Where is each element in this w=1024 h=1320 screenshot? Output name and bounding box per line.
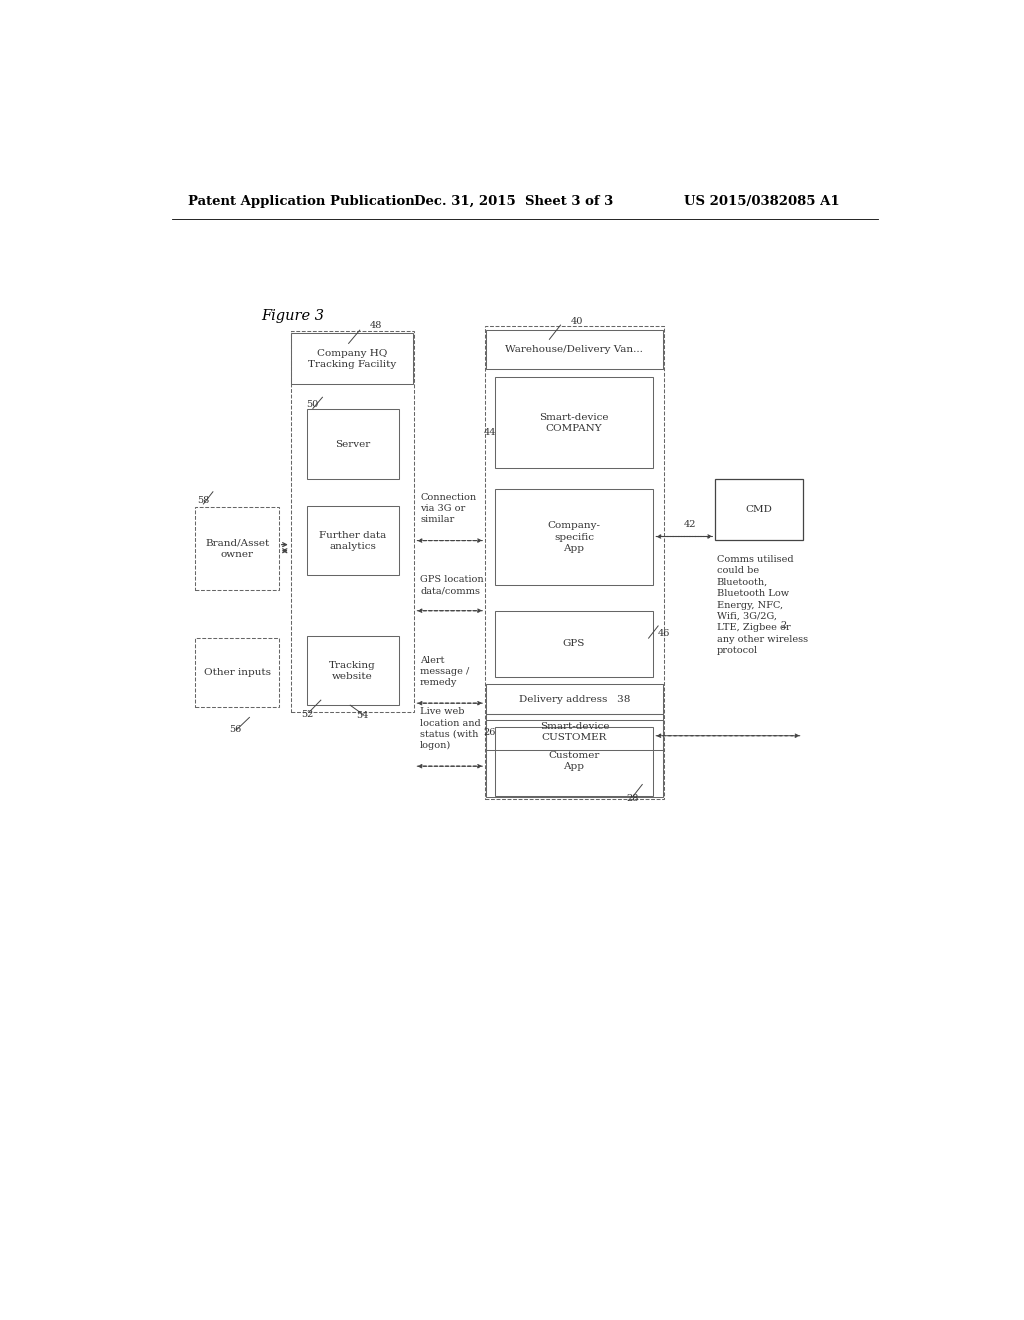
Text: Live web
location and
status (with
logon): Live web location and status (with logon… xyxy=(420,708,481,750)
Text: 52: 52 xyxy=(301,710,313,719)
Bar xyxy=(196,507,279,590)
Bar xyxy=(291,331,414,713)
Text: Company HQ
Tracking Facility: Company HQ Tracking Facility xyxy=(308,348,396,368)
Text: Brand/Asset
owner: Brand/Asset owner xyxy=(205,539,269,558)
Text: 46: 46 xyxy=(658,628,671,638)
Bar xyxy=(486,721,663,797)
Text: GPS: GPS xyxy=(563,639,585,648)
Text: Warehouse/Delivery Van...: Warehouse/Delivery Van... xyxy=(506,345,643,354)
Text: 2: 2 xyxy=(780,622,786,631)
Text: GPS location
data/comms: GPS location data/comms xyxy=(420,576,483,595)
Text: Figure 3: Figure 3 xyxy=(261,309,325,323)
Text: 56: 56 xyxy=(229,725,242,734)
Bar xyxy=(485,326,664,799)
Text: Customer
App: Customer App xyxy=(548,751,600,771)
Text: Smart-device
COMPANY: Smart-device COMPANY xyxy=(540,413,608,433)
Bar xyxy=(486,330,663,368)
Text: Delivery address   38: Delivery address 38 xyxy=(519,694,630,704)
Text: 26: 26 xyxy=(483,729,496,737)
Text: 48: 48 xyxy=(370,321,382,330)
Text: Company-
specific
App: Company- specific App xyxy=(548,521,600,553)
Text: Smart-device
CUSTOMER: Smart-device CUSTOMER xyxy=(540,722,609,742)
Bar xyxy=(292,333,413,384)
Bar xyxy=(486,684,663,714)
Bar xyxy=(306,636,398,705)
Text: 54: 54 xyxy=(356,711,369,719)
Text: Patent Application Publication: Patent Application Publication xyxy=(187,194,415,207)
Text: 44: 44 xyxy=(483,428,496,437)
Text: Tracking
website: Tracking website xyxy=(329,660,376,681)
Text: Other inputs: Other inputs xyxy=(204,668,270,677)
Text: 28: 28 xyxy=(627,795,639,804)
Text: US 2015/0382085 A1: US 2015/0382085 A1 xyxy=(684,194,839,207)
Text: Comms utilised
could be
Bluetooth,
Bluetooth Low
Energy, NFC,
Wifi, 3G/2G,
LTE, : Comms utilised could be Bluetooth, Bluet… xyxy=(717,554,808,656)
Text: Further data
analytics: Further data analytics xyxy=(318,531,386,550)
Text: 58: 58 xyxy=(197,496,209,506)
Text: Server: Server xyxy=(335,440,371,449)
Text: CMD: CMD xyxy=(745,504,772,513)
Bar xyxy=(196,638,279,708)
Text: Connection
via 3G or
similar: Connection via 3G or similar xyxy=(420,494,476,524)
Bar xyxy=(495,378,653,469)
Bar xyxy=(306,409,398,479)
Bar xyxy=(495,488,653,585)
Text: Alert
message /
remedy: Alert message / remedy xyxy=(420,656,469,686)
Bar xyxy=(306,506,398,576)
Text: 40: 40 xyxy=(570,317,584,326)
Text: 42: 42 xyxy=(684,520,696,529)
Bar xyxy=(495,611,653,677)
Bar xyxy=(495,726,653,796)
Text: 50: 50 xyxy=(306,400,318,409)
Bar xyxy=(486,714,663,750)
Bar xyxy=(715,479,803,540)
Text: Dec. 31, 2015  Sheet 3 of 3: Dec. 31, 2015 Sheet 3 of 3 xyxy=(414,194,613,207)
